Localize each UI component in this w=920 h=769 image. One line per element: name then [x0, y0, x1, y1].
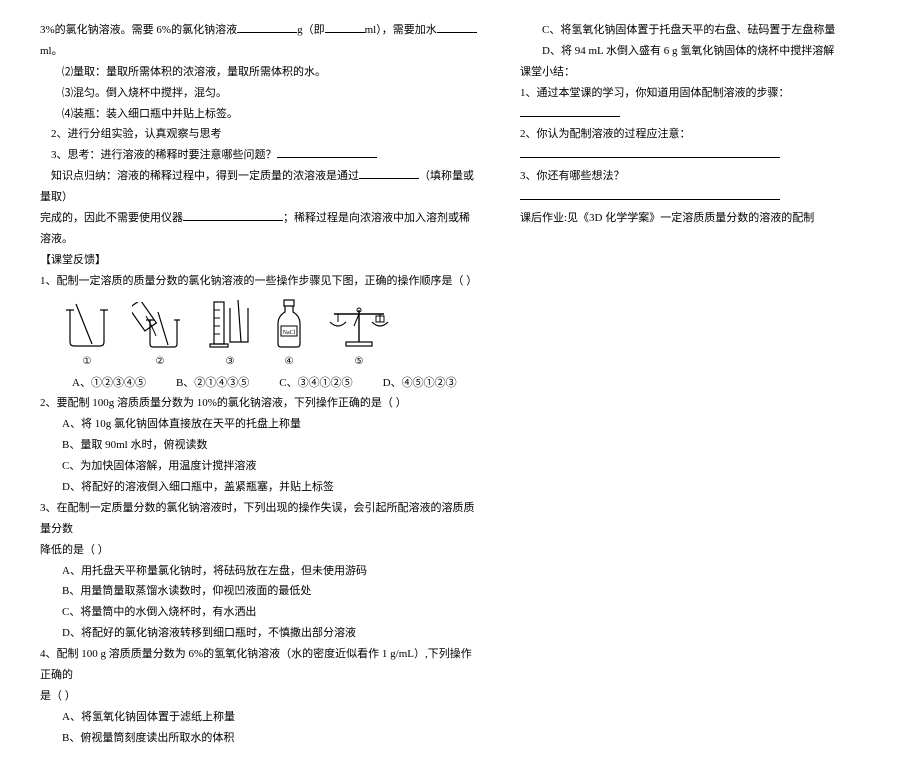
- nacl-label: NaCl: [283, 330, 296, 336]
- s2: 2、你认为配制溶液的过程应注意：: [520, 124, 880, 166]
- option-d: D、④⑤①②③: [383, 373, 457, 394]
- feedback-title: 【课堂反馈】: [40, 250, 480, 271]
- q2: 2、要配制 100g 溶质质量分数为 10%的氯化钠溶液，下列操作正确的是（ ）: [40, 393, 480, 414]
- text: 知识点归纳：溶液的稀释过程中，得到一定质量的浓溶液是通过: [51, 170, 359, 182]
- q1: 1、配制一定溶质的质量分数的氯化钠溶液的一些操作步骤见下图，正确的操作顺序是（ …: [40, 271, 480, 292]
- figure-label: ①: [83, 352, 92, 371]
- worksheet-page: 3%的氯化钠溶液。需要 6%的氯化钠溶液 g（即 ml），需要加水 ml。 ⑵量取：量…: [0, 0, 920, 769]
- line-3: ⑶混匀。倒入烧杯中搅拌，混匀。: [40, 83, 480, 104]
- homework: 课后作业:见《3D 化学学案》一定溶质质量分数的溶液的配制: [520, 208, 880, 229]
- q4b: 是（ ）: [40, 686, 480, 707]
- figure-3-cylinder: ③: [208, 298, 252, 371]
- text: g（即: [297, 24, 325, 36]
- blank: [183, 208, 283, 221]
- figure-label: ④: [285, 352, 294, 371]
- line-1: 3%的氯化钠溶液。需要 6%的氯化钠溶液 g（即 ml），需要加水 ml。: [40, 20, 480, 62]
- line-7: 知识点归纳：溶液的稀释过程中，得到一定质量的浓溶液是通过（填称量或量取）: [40, 166, 480, 208]
- s1: 1、通过本堂课的学习，你知道用固体配制溶液的步骤：: [520, 83, 880, 125]
- s3: 3、你还有哪些想法？: [520, 166, 880, 208]
- q4a2: B、俯视量筒刻度读出所取水的体积: [40, 728, 480, 749]
- r2: D、将 94 mL 水倒入盛有 6 g 氢氧化钠固体的烧杯中搅拌溶解: [520, 41, 880, 62]
- blank: [359, 166, 419, 179]
- figure-1-beaker-stir: ①: [62, 302, 112, 371]
- blank: [237, 20, 297, 33]
- figure-label: ③: [226, 352, 235, 371]
- option-b: B、②①④③⑤: [176, 373, 249, 394]
- text: 2、你认为配制溶液的过程应注意：: [520, 128, 691, 140]
- blank: [520, 187, 780, 200]
- blank: [520, 104, 620, 117]
- q3a1: A、用托盘天平称量氯化钠时，将砝码放在左盘，但未使用游码: [40, 561, 480, 582]
- q2d: D、将配好的溶液倒入细口瓶中，盖紧瓶塞，并贴上标签: [40, 477, 480, 498]
- r1: C、将氢氧化钠固体置于托盘天平的右盘、砝码置于左盘称量: [520, 20, 880, 41]
- q2a: A、将 10g 氯化钠固体直接放在天平的托盘上称量: [40, 414, 480, 435]
- figure-label: ⑤: [355, 352, 364, 371]
- figure-row: ① ②: [62, 298, 480, 371]
- figure-4-bottle: NaCl ④: [272, 298, 306, 371]
- blank: [520, 145, 780, 158]
- q1-options: A、①②③④⑤ B、②①④③⑤ C、③④①②⑤ D、④⑤①②③: [72, 373, 480, 394]
- q3: 3、在配制一定质量分数的氯化钠溶液时，下列出现的操作失误，会引起所配溶液的溶质质…: [40, 498, 480, 540]
- text: 3%的氯化钠溶液。需要 6%的氯化钠溶液: [40, 24, 237, 36]
- line-8: 完成的，因此不需要使用仪器；稀释过程是向浓溶液中加入溶剂或稀溶液。: [40, 208, 480, 250]
- left-column: 3%的氯化钠溶液。需要 6%的氯化钠溶液 g（即 ml），需要加水 ml。 ⑵量取：量…: [40, 20, 480, 749]
- text: ml。: [40, 45, 63, 57]
- q4a: 4、配制 100 g 溶质质量分数为 6%的氢氧化钠溶液（水的密度近似看作 1 …: [40, 644, 480, 686]
- summary-title: 课堂小结：: [520, 62, 880, 83]
- line-5: 2、进行分组实验，认真观察与思考: [40, 124, 480, 145]
- blank: [437, 20, 477, 33]
- q3a4: D、将配好的氯化钠溶液转移到细口瓶时，不慎撒出部分溶液: [40, 623, 480, 644]
- line-4: ⑷装瓶：装入细口瓶中并贴上标签。: [40, 104, 480, 125]
- figure-2-pour: ②: [132, 302, 188, 371]
- q3a3: C、将量筒中的水倒入烧杯时，有水洒出: [40, 602, 480, 623]
- text: 1、通过本堂课的学习，你知道用固体配制溶液的步骤：: [520, 87, 790, 99]
- line-2: ⑵量取：量取所需体积的浓溶液，量取所需体积的水。: [40, 62, 480, 83]
- blank: [277, 145, 377, 158]
- text: ml），需要加水: [365, 24, 437, 36]
- q2b: B、量取 90ml 水时，俯视读数: [40, 435, 480, 456]
- option-c: C、③④①②⑤: [279, 373, 352, 394]
- q3a2: B、用量筒量取蒸馏水读数时，仰视凹液面的最低处: [40, 581, 480, 602]
- line-6: 3、思考：进行溶液的稀释时要注意哪些问题？: [40, 145, 480, 166]
- blank: [325, 20, 365, 33]
- figure-5-balance: ⑤: [326, 302, 392, 371]
- text: 3、思考：进行溶液的稀释时要注意哪些问题？: [51, 149, 277, 161]
- figure-label: ②: [156, 352, 165, 371]
- q4a1: A、将氢氧化钠固体置于滤纸上称量: [40, 707, 480, 728]
- option-a: A、①②③④⑤: [72, 373, 146, 394]
- q2c: C、为加快固体溶解，用温度计搅拌溶液: [40, 456, 480, 477]
- text: 完成的，因此不需要使用仪器: [40, 212, 183, 224]
- text: 3、你还有哪些想法？: [520, 170, 625, 182]
- right-column: C、将氢氧化钠固体置于托盘天平的右盘、砝码置于左盘称量 D、将 94 mL 水倒…: [520, 20, 880, 749]
- q3b: 降低的是（ ）: [40, 540, 480, 561]
